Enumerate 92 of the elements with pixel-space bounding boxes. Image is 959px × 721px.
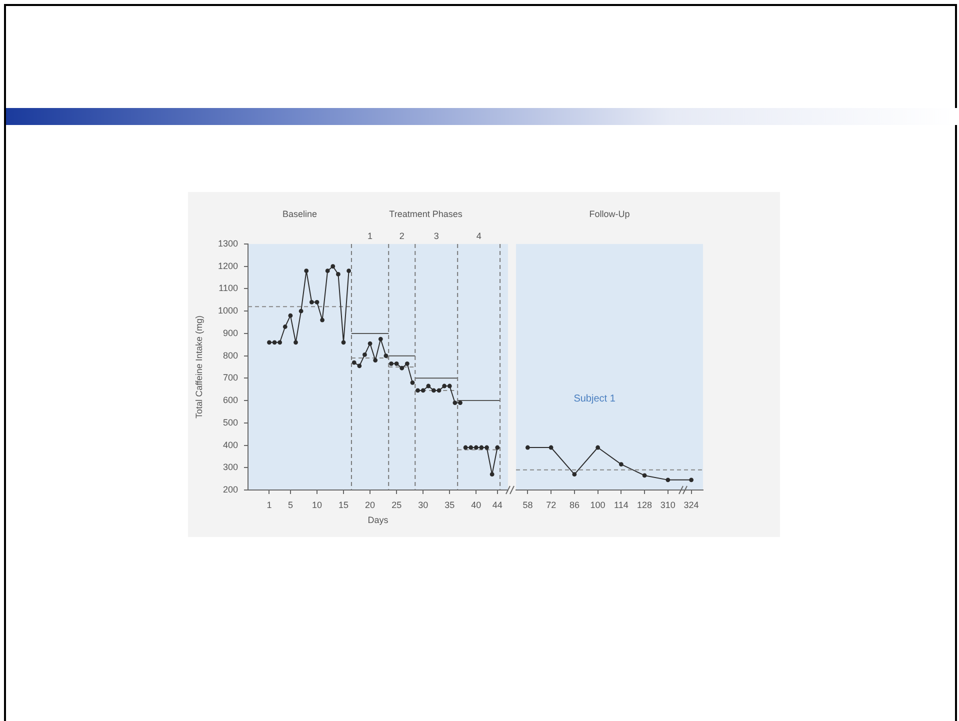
point: [294, 340, 298, 345]
y-tick-label: 700: [222, 372, 238, 383]
point: [298, 308, 304, 314]
point: [596, 445, 600, 450]
annotation: Subject 1: [574, 393, 616, 404]
point: [463, 445, 468, 450]
x-tick-label: 20: [365, 500, 376, 510]
x-tick-label: 1: [266, 500, 272, 510]
y-tick-label: 1000: [218, 306, 238, 316]
point: [325, 268, 330, 274]
point: [368, 341, 372, 346]
x-tick-label: 15: [338, 500, 349, 510]
x-tick-label: 100: [590, 500, 606, 510]
y-tick-label: 800: [222, 350, 238, 360]
point: [352, 360, 356, 365]
x-tick-label: 310: [660, 500, 676, 510]
text: 2: [399, 231, 404, 241]
point: [452, 400, 458, 405]
text: Baseline: [282, 209, 317, 219]
point: [495, 445, 500, 450]
text: 1: [368, 231, 373, 241]
y-tick-label: 1300: [218, 238, 238, 248]
point: [272, 340, 277, 345]
text: 3: [434, 231, 439, 241]
point: [373, 358, 378, 362]
point: [320, 318, 324, 322]
point: [346, 268, 352, 274]
point: [426, 384, 431, 388]
point: [336, 272, 340, 276]
point: [278, 340, 282, 345]
y-tick-label: 200: [222, 484, 238, 494]
y-tick-label: 400: [222, 440, 238, 450]
x-axis-title: Days: [368, 515, 389, 526]
point: [389, 361, 394, 366]
point: [267, 340, 272, 345]
x-tick-label: 44: [492, 500, 502, 510]
point: [314, 300, 320, 304]
y-tick-label: 1100: [218, 283, 238, 294]
x-tick-label: 40: [471, 500, 482, 510]
point: [362, 352, 367, 357]
point: [282, 324, 288, 329]
x-tick-label: 5: [288, 500, 293, 510]
text: Treatment Phases: [389, 209, 463, 219]
point: [288, 313, 293, 318]
point: [666, 478, 670, 482]
point: [432, 388, 436, 393]
point: [447, 384, 452, 388]
point: [400, 366, 404, 370]
point: [384, 354, 388, 358]
point: [474, 445, 478, 450]
point: [642, 473, 647, 478]
x-tick-label: 25: [392, 500, 402, 510]
point: [548, 445, 554, 450]
point: [490, 472, 494, 477]
y-tick-label: 500: [222, 417, 238, 428]
point: [420, 388, 426, 393]
point: [304, 268, 309, 274]
point: [442, 384, 447, 388]
point: [689, 478, 694, 482]
y-axis-title: Total Caffeine Intake (mg): [194, 316, 204, 418]
point: [309, 300, 314, 304]
point: [416, 388, 420, 393]
x-tick-label: 128: [637, 500, 652, 510]
point: [468, 445, 474, 450]
y-tick-label: 300: [222, 462, 238, 472]
point: [525, 445, 530, 450]
x-tick-label: 10: [312, 500, 322, 510]
y-tick-label: 900: [222, 328, 238, 338]
chart-title: Follow-Up: [589, 209, 630, 219]
x-tick-label: 30: [418, 500, 428, 510]
x-tick-label: 58: [522, 500, 533, 510]
x-tick-label: 114: [614, 500, 628, 510]
point: [378, 336, 383, 342]
point: [410, 380, 415, 385]
point: [479, 445, 484, 450]
y-tick-label: 1200: [218, 260, 238, 271]
point: [330, 264, 336, 269]
point: [394, 361, 399, 366]
point: [572, 472, 577, 477]
text: 4: [476, 231, 482, 241]
point: [341, 340, 346, 345]
point: [357, 364, 362, 368]
point: [436, 388, 442, 393]
point: [484, 445, 489, 450]
x-tick-label: 72: [546, 500, 556, 510]
point: [458, 400, 462, 405]
x-tick-label: 86: [569, 500, 580, 510]
x-tick-label: 35: [444, 500, 455, 510]
y-tick-label: 600: [222, 395, 238, 406]
x-tick-label: 324: [684, 500, 699, 510]
point: [618, 462, 624, 466]
point: [404, 361, 410, 366]
